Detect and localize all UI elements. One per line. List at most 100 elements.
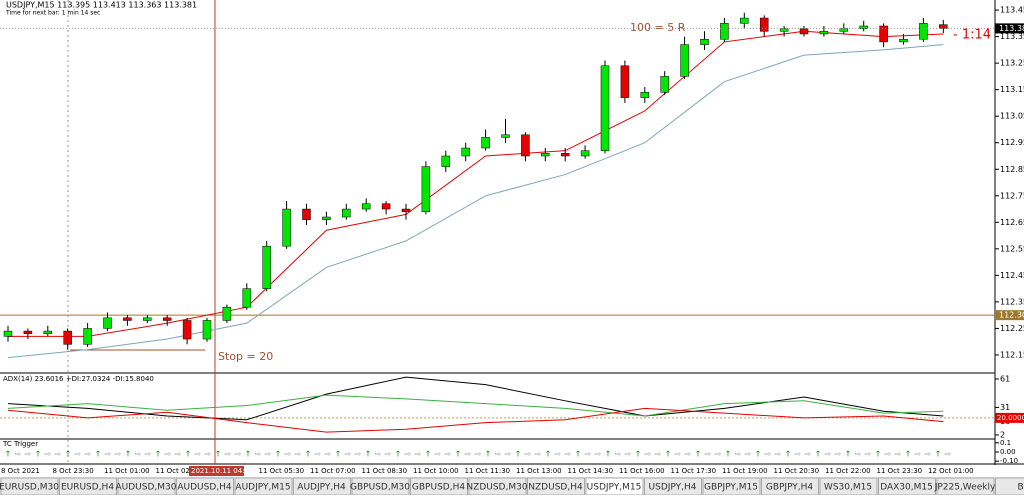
candle-body	[581, 151, 589, 156]
trigger-arrow: ⇨	[375, 450, 382, 459]
trigger-arrow: ⇨	[885, 450, 892, 459]
y-tick-label: 113.450	[1000, 6, 1024, 15]
trigger-arrow: ⇨	[525, 450, 532, 459]
x-tick-label: 11 Oct 17:30	[671, 467, 717, 475]
trigger-arrow: ⇨	[25, 450, 32, 459]
x-tick-label: 2021.10.11 04:15	[191, 467, 253, 475]
trigger-arrow: ⇨	[345, 450, 352, 459]
trigger-arrow: ↑	[125, 450, 132, 459]
candle-body	[820, 31, 828, 34]
x-tick-label: 11 Oct 13:00	[516, 467, 562, 475]
trigger-arrow: ⇨	[325, 450, 332, 459]
candle-body	[183, 320, 191, 339]
tab-label[interactable]: EURUSD,M30	[0, 483, 59, 493]
trigger-arrow: ⇨	[505, 450, 512, 459]
trigger-arrow: ↑	[575, 450, 582, 459]
trigger-arrow: ⇨	[315, 450, 322, 459]
candle-body	[263, 246, 271, 288]
trigger-arrow: ⇨	[285, 450, 292, 459]
tab-label[interactable]: EURUSD,H4	[61, 483, 114, 493]
y-tick-label: 112.150	[1000, 350, 1024, 359]
annotation: 100 = 5 R	[630, 21, 686, 34]
trigger-arrow: ⇨	[175, 450, 182, 459]
x-tick-label: 11 Oct 11:30	[465, 467, 511, 475]
candle-body	[462, 148, 470, 156]
tab-label[interactable]: JP225,Weekly	[934, 483, 996, 493]
x-tick-label: 11 Oct 05:30	[259, 467, 305, 475]
tab-label[interactable]: DAX30,M15	[880, 483, 933, 493]
trigger-arrow: ⇨	[295, 450, 302, 459]
tab-label[interactable]: GBPUSD,M30	[350, 483, 410, 493]
trigger-arrow: ↑	[275, 450, 282, 459]
x-tick-label: 11 Oct 08:30	[362, 467, 408, 475]
annotation: - 1:14	[953, 28, 991, 43]
y-tick-label: 112.550	[1000, 244, 1024, 253]
trigger-arrow: ⇨	[945, 450, 952, 459]
candle-body	[382, 204, 390, 209]
tab-label[interactable]: USDJPY,M15	[587, 483, 642, 493]
trigger-arrow: ↑	[755, 450, 762, 459]
y-tick-label: 112.950	[1000, 138, 1024, 147]
y-tick-label: -0.10	[1000, 457, 1018, 465]
trigger-arrow: ↑	[725, 450, 732, 459]
trigger-arrow: ⇨	[105, 450, 112, 459]
tab-label[interactable]: AUDUSD,H4	[177, 483, 232, 493]
tab-label[interactable]: AUDUSD,M30	[116, 483, 177, 493]
candle-body	[24, 331, 32, 334]
tab-label[interactable]: WS30,M15	[824, 483, 872, 493]
candle-body	[4, 331, 12, 336]
trigger-arrow: ↑	[305, 450, 312, 459]
candle-body	[342, 209, 350, 217]
tab-label[interactable]: NZDUSD,H4	[528, 483, 583, 493]
trigger-arrow: ⇨	[495, 450, 502, 459]
trigger-arrow: ↑	[515, 450, 522, 459]
trigger-arrow: ↑	[635, 450, 642, 459]
trigger-arrow: ↑	[5, 450, 12, 459]
trigger-arrow: ⇨	[15, 450, 22, 459]
candle-body	[840, 29, 848, 32]
trigger-arrow: ⇨	[535, 450, 542, 459]
trigger-arrow: ⇨	[915, 450, 922, 459]
trigger-arrow: ⇨	[595, 450, 602, 459]
trigger-arrow: ⇨	[715, 450, 722, 459]
tab-label[interactable]: GBPJPY,M15	[704, 483, 758, 493]
candle-body	[104, 318, 112, 329]
trigger-arrow: ⇨	[75, 450, 82, 459]
trigger-arrow: ⇨	[475, 450, 482, 459]
trigger-arrow: ↑	[545, 450, 552, 459]
tab-label[interactable]: B1	[1018, 483, 1024, 493]
trigger-arrow: ⇨	[655, 450, 662, 459]
trigger-arrow: ↑	[935, 450, 942, 459]
candle-body	[760, 18, 768, 31]
bar-timer: Time for next bar: 1 min 14 sec	[5, 10, 100, 17]
candle-body	[880, 26, 888, 42]
trigger-arrow: ⇨	[745, 450, 752, 459]
candle-body	[243, 289, 251, 308]
x-tick-label: 11 Oct 16:00	[619, 467, 665, 475]
symbol-info: USDJPY,M15 113.395 113.413 113.363 113.3…	[6, 1, 197, 10]
candle-body	[402, 209, 410, 212]
x-tick-label: 8 Oct 23:30	[53, 467, 94, 475]
trigger-arrow: ⇨	[615, 450, 622, 459]
trigger-arrow: ⇨	[795, 450, 802, 459]
current-price-label: 113.381	[999, 24, 1024, 33]
trigger-arrow: ↑	[35, 450, 42, 459]
tab-label[interactable]: GBPJPY,H4	[766, 483, 814, 493]
candle-body	[123, 318, 131, 321]
tab-label[interactable]: NZDUSD,M30	[466, 483, 527, 493]
y-tick-label: 112.350	[1000, 297, 1024, 306]
trigger-arrow: ↑	[335, 450, 342, 459]
trigger-arrow: ⇨	[565, 450, 572, 459]
tab-label[interactable]: USDJPY,H4	[649, 483, 697, 493]
tab-label[interactable]: AUDJPY,H4	[297, 483, 346, 493]
trigger-arrow: ↑	[65, 450, 72, 459]
trigger-arrow: ⇨	[225, 450, 232, 459]
tab-label[interactable]: GBPUSD,H4	[412, 483, 465, 493]
trigger-arrow: ⇨	[255, 450, 262, 459]
x-tick-label: 11 Oct 19:00	[722, 467, 768, 475]
candle-body	[860, 26, 868, 29]
candle-body	[521, 135, 529, 156]
tab-label[interactable]: AUDJPY,M15	[235, 483, 290, 493]
